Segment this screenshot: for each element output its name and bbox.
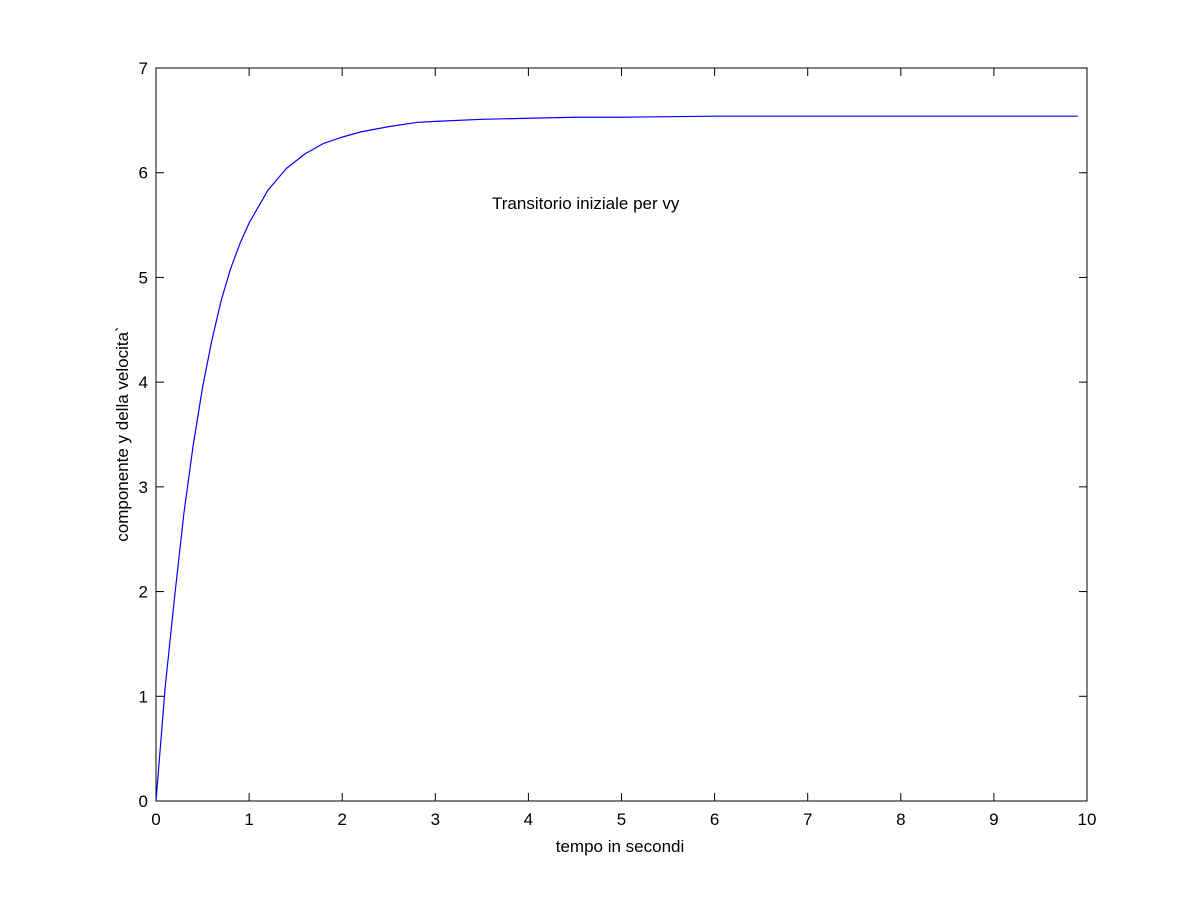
y-tick-label: 4	[139, 373, 148, 392]
y-tick-label: 5	[139, 268, 148, 287]
y-tick-label: 6	[139, 164, 148, 183]
y-tick-label: 1	[139, 687, 148, 706]
x-tick-label: 8	[896, 810, 905, 829]
series-group	[155, 115, 1078, 802]
plot-area	[155, 67, 1088, 802]
y-tick-label: 0	[139, 792, 148, 811]
x-tick-label: 9	[989, 810, 998, 829]
y-tick-label: 3	[139, 478, 148, 497]
annotation-text: Transitorio iniziale per vy	[492, 194, 680, 213]
y-axis-label: componente y della velocita`	[113, 326, 132, 541]
x-tick-label: 2	[337, 810, 346, 829]
x-tick-label: 10	[1078, 810, 1097, 829]
y-tick-label: 7	[139, 59, 148, 78]
x-tick-label: 3	[431, 810, 440, 829]
y-tick-label: 2	[139, 583, 148, 602]
x-tick-label: 5	[617, 810, 626, 829]
x-tick-label: 4	[524, 810, 533, 829]
x-tick-label: 6	[710, 810, 719, 829]
x-tick-label: 7	[803, 810, 812, 829]
x-tick-label: 0	[151, 810, 160, 829]
ticks: 0 1 2 3 4 5 6 7 8 9 10 0 1 2 3 4 5 6 7	[139, 59, 1097, 829]
x-tick-label: 1	[244, 810, 253, 829]
series-line	[155, 115, 1078, 802]
x-axis-label: tempo in secondi	[556, 837, 685, 856]
